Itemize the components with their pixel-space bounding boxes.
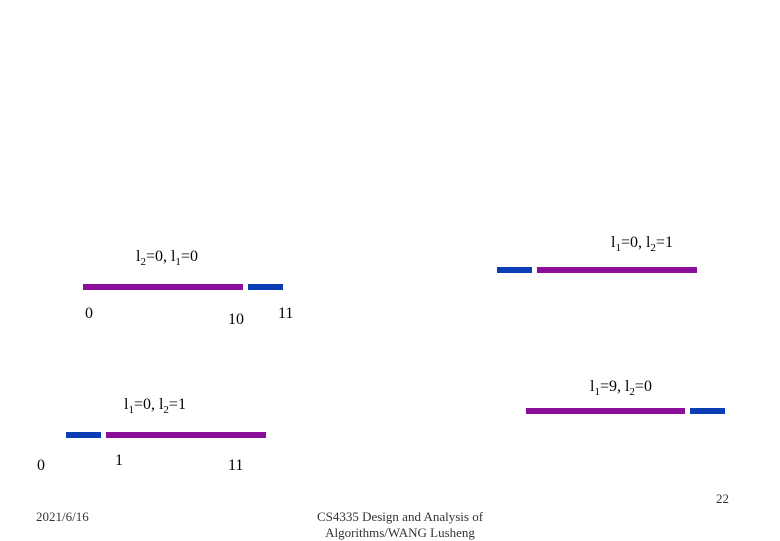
diagram4-tick-0: 0: [37, 457, 45, 474]
course-footer: CS4335 Design and Analysis of Algorithms…: [300, 509, 500, 541]
diagram2-label: l1=0, l2=1: [611, 234, 673, 254]
diagram1-tick-11: 11: [278, 305, 294, 322]
diagram1-short-job-bar: [248, 284, 283, 290]
course-footer-line1: CS4335 Design and Analysis of: [316, 509, 484, 524]
diagram3-long-job-bar: [526, 408, 685, 414]
diagram4-tick-11: 11: [228, 457, 244, 474]
course-footer-line2: Algorithms/WANG Lusheng: [325, 525, 475, 540]
diagram2-long-job-bar: [537, 267, 697, 273]
diagram2-short-job-bar: [497, 267, 532, 273]
diagram4-long-job-bar: [106, 432, 266, 438]
diagram1-label: l2=0, l1=0: [136, 248, 198, 268]
diagram1-tick-10: 10: [228, 311, 244, 328]
diagram1-long-job-bar: [83, 284, 243, 290]
page-number: 22: [716, 491, 729, 506]
diagram4-tick-1: 1: [115, 452, 123, 469]
diagram3-short-job-bar: [690, 408, 725, 414]
diagram1-tick-0: 0: [85, 305, 93, 322]
diagram4-short-job-bar: [66, 432, 101, 438]
diagram3-label: l1=9, l2=0: [590, 378, 652, 398]
slide-date: 2021/6/16: [36, 509, 89, 524]
diagram4-label: l1=0, l2=1: [124, 396, 186, 416]
